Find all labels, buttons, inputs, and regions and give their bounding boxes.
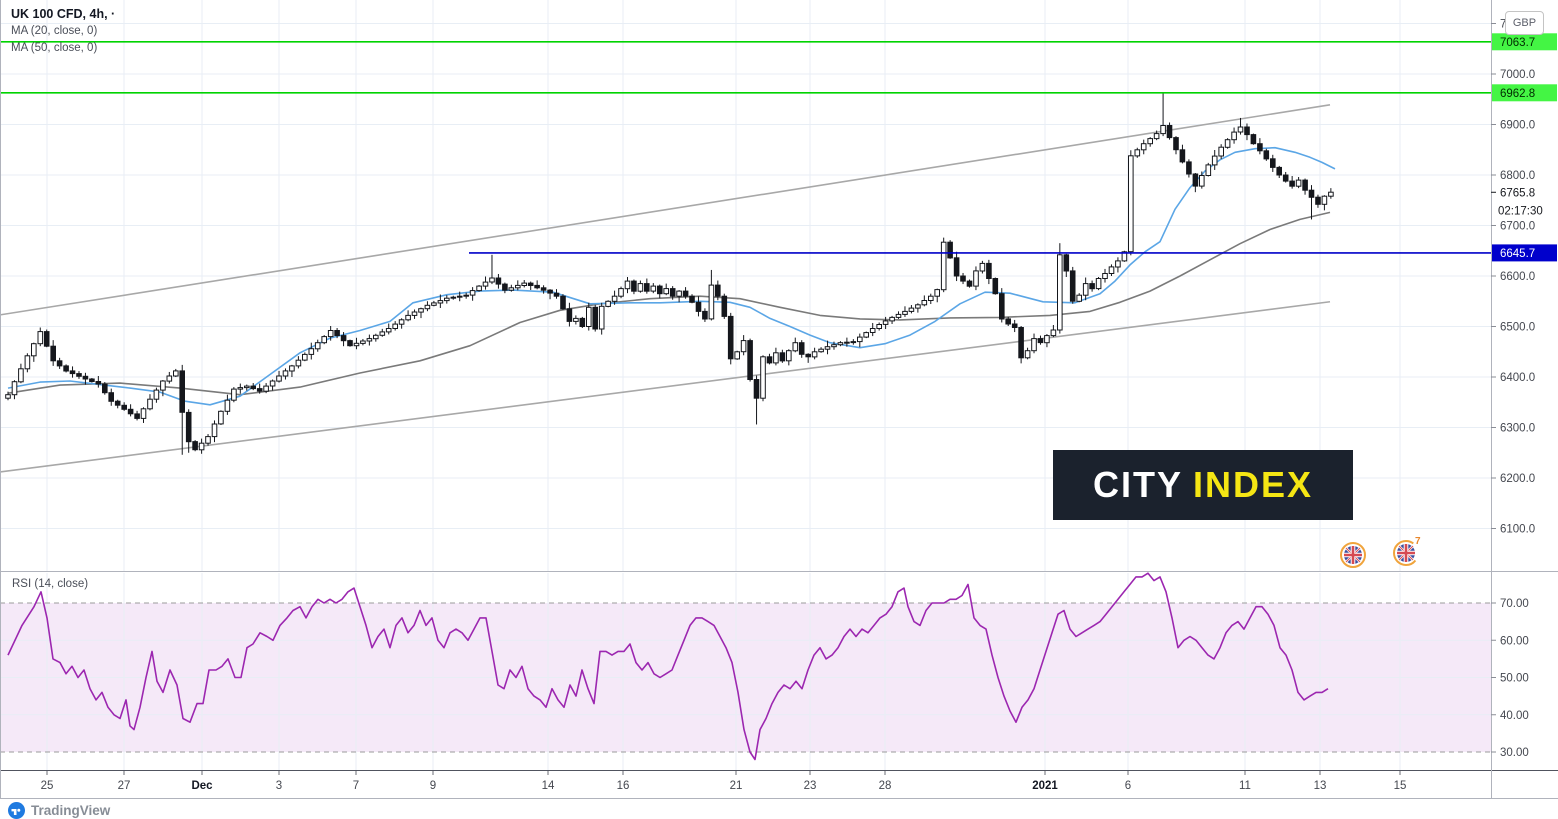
logo-word-index: INDEX [1192, 464, 1314, 505]
svg-text:13: 13 [1314, 780, 1327, 792]
svg-text:7: 7 [353, 780, 359, 792]
svg-text:02:17:30: 02:17:30 [1498, 205, 1543, 217]
svg-text:3: 3 [276, 780, 282, 792]
svg-text:6500.0: 6500.0 [1500, 322, 1535, 334]
svg-text:2021: 2021 [1032, 780, 1058, 792]
svg-text:6400.0: 6400.0 [1500, 372, 1535, 384]
svg-text:7063.7: 7063.7 [1500, 37, 1535, 49]
uk-flag-icon[interactable] [1340, 542, 1366, 568]
tradingview-icon [8, 802, 25, 819]
svg-text:9: 9 [430, 780, 436, 792]
uk-flag-icon-badged[interactable] [1393, 540, 1419, 566]
currency-toggle-button[interactable]: GBP [1505, 11, 1544, 35]
tradingview-wordmark: TradingView [31, 803, 111, 818]
svg-text:23: 23 [804, 780, 817, 792]
svg-text:6700.0: 6700.0 [1500, 221, 1535, 233]
svg-text:27: 27 [118, 780, 131, 792]
svg-text:70.00: 70.00 [1500, 598, 1529, 610]
svg-text:6900.0: 6900.0 [1500, 120, 1535, 132]
svg-text:21: 21 [730, 780, 743, 792]
svg-text:11: 11 [1239, 780, 1251, 792]
svg-text:6765.8: 6765.8 [1500, 187, 1535, 199]
svg-text:6300.0: 6300.0 [1500, 423, 1535, 435]
svg-text:16: 16 [617, 780, 630, 792]
price-axis[interactable] [1492, 0, 1558, 770]
svg-text:25: 25 [41, 780, 54, 792]
svg-text:6800.0: 6800.0 [1500, 170, 1535, 182]
svg-text:7000.0: 7000.0 [1500, 69, 1535, 81]
logo-word-city: CITY [1092, 464, 1183, 505]
svg-text:40.00: 40.00 [1500, 710, 1529, 722]
svg-text:6200.0: 6200.0 [1500, 473, 1535, 485]
svg-text:6: 6 [1125, 780, 1131, 792]
tradingview-logo[interactable]: TradingView [8, 802, 110, 819]
svg-text:28: 28 [879, 780, 892, 792]
time-axis[interactable] [0, 771, 1558, 798]
svg-text:7: 7 [1500, 19, 1506, 31]
svg-text:6645.7: 6645.7 [1500, 248, 1535, 260]
svg-text:50.00: 50.00 [1500, 673, 1529, 685]
svg-text:15: 15 [1394, 780, 1407, 792]
city-index-logo: CITY INDEX [1053, 450, 1353, 520]
svg-text:6600.0: 6600.0 [1500, 271, 1535, 283]
svg-text:14: 14 [542, 780, 555, 792]
svg-text:6100.0: 6100.0 [1500, 524, 1535, 536]
svg-text:6962.8: 6962.8 [1500, 88, 1535, 100]
svg-text:Dec: Dec [191, 780, 213, 792]
svg-text:60.00: 60.00 [1500, 635, 1529, 647]
flag-count-badge: 7 [1415, 536, 1421, 547]
svg-text:30.00: 30.00 [1500, 747, 1529, 759]
